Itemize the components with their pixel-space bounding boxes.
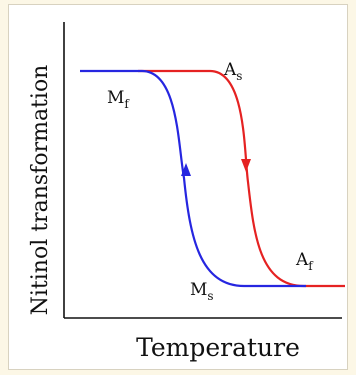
cooling-arrow-up [181,163,191,176]
label-as: As [223,60,242,83]
heating-curve [138,69,345,288]
cooling-curve [80,69,306,288]
label-mf: Mf [107,88,130,111]
heating-arrow-down [241,159,251,172]
label-af: Af [295,250,314,273]
y-axis-label: Nitinol transformation [28,65,53,316]
label-ms: Ms [190,280,214,303]
x-axis-label: Temperature [136,333,300,362]
